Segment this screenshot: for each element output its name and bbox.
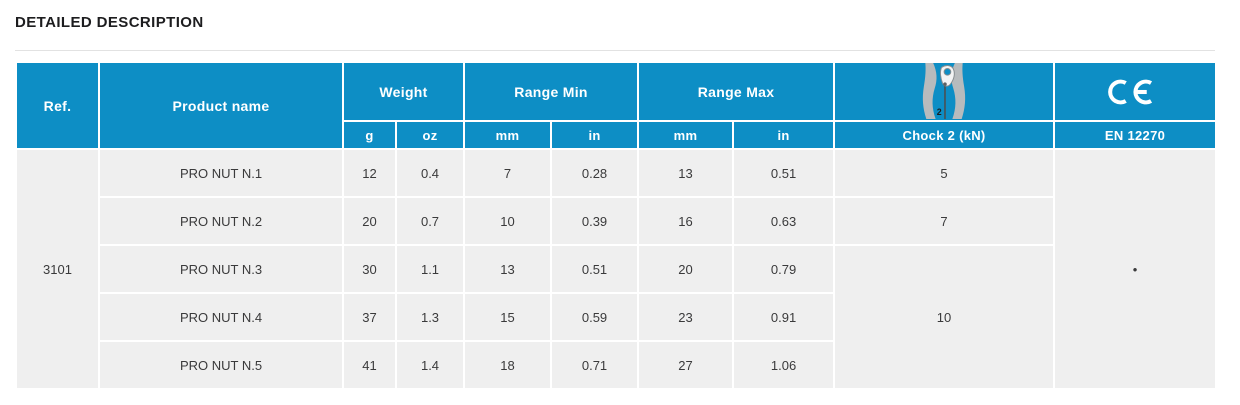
table-top-divider xyxy=(15,50,1215,51)
spec-table: Ref. Product name Weight Range Min Range… xyxy=(15,61,1218,390)
page-title: DETAILED DESCRIPTION xyxy=(15,14,204,31)
weight-g-cell: 20 xyxy=(342,196,397,246)
unit-min-in: in xyxy=(550,120,640,150)
weight-header: Weight xyxy=(341,61,466,122)
ref-header: Ref. xyxy=(15,61,100,150)
range-min-in-cell: 0.71 xyxy=(550,340,640,390)
weight-oz-cell: 1.4 xyxy=(394,340,466,390)
table-row: PRO NUT N.5 41 1.4 18 0.71 27 1.06 xyxy=(16,340,1216,390)
range-min-mm-cell: 7 xyxy=(463,148,553,198)
product-cell: PRO NUT N.5 xyxy=(98,340,344,390)
table-row: PRO NUT N.4 37 1.3 15 0.59 23 0.91 xyxy=(16,292,1216,342)
weight-g-cell: 30 xyxy=(342,244,397,294)
product-cell: PRO NUT N.3 xyxy=(98,244,344,294)
range-max-mm-cell: 16 xyxy=(637,196,735,246)
range-max-mm-cell: 23 xyxy=(637,292,735,342)
chock-value-cell: 10 xyxy=(833,244,1056,390)
table-row: PRO NUT N.2 20 0.7 10 0.39 16 0.63 7 xyxy=(16,196,1216,246)
product-cell: PRO NUT N.4 xyxy=(98,292,344,342)
unit-g: g xyxy=(342,120,397,150)
weight-oz-cell: 1.3 xyxy=(394,292,466,342)
range-min-in-cell: 0.59 xyxy=(550,292,640,342)
chock-2-icon: 2 xyxy=(835,63,1053,120)
standard-marker-cell: • xyxy=(1053,148,1218,390)
range-max-mm-cell: 20 xyxy=(637,244,735,294)
chock-value-cell: 5 xyxy=(833,148,1056,198)
range-max-in-cell: 0.91 xyxy=(732,292,836,342)
range-max-in-cell: 0.51 xyxy=(732,148,836,198)
product-name-header: Product name xyxy=(98,61,344,150)
range-min-in-cell: 0.39 xyxy=(550,196,640,246)
product-cell: PRO NUT N.1 xyxy=(98,148,344,198)
range-max-in-cell: 1.06 xyxy=(732,340,836,390)
ce-header xyxy=(1053,61,1218,122)
range-min-in-cell: 0.28 xyxy=(550,148,640,198)
weight-g-cell: 12 xyxy=(342,148,397,198)
table-row: PRO NUT N.3 30 1.1 13 0.51 20 0.79 10 xyxy=(16,244,1216,390)
page: DETAILED DESCRIPTION Ref. Product name W… xyxy=(15,14,1218,390)
range-max-mm-cell: 27 xyxy=(637,340,735,390)
ref-cell: 3101 xyxy=(15,148,100,390)
weight-g-cell: 41 xyxy=(342,340,397,390)
ce-mark-icon xyxy=(1055,77,1215,107)
unit-max-in: in xyxy=(732,120,836,150)
weight-oz-cell: 1.1 xyxy=(394,244,466,294)
range-min-mm-cell: 18 xyxy=(463,340,553,390)
unit-max-mm: mm xyxy=(637,120,735,150)
unit-min-mm: mm xyxy=(463,120,553,150)
chock-icon-header: 2 xyxy=(833,61,1056,122)
table-row: 3101 PRO NUT N.1 12 0.4 7 0.28 13 0.51 5… xyxy=(15,148,1218,390)
chock-label: Chock 2 (kN) xyxy=(833,120,1056,150)
range-max-mm-cell: 13 xyxy=(637,148,735,198)
chock-value-cell: 7 xyxy=(833,196,1056,246)
product-cell: PRO NUT N.2 xyxy=(98,196,344,246)
weight-oz-cell: 0.7 xyxy=(394,196,466,246)
range-min-header: Range Min xyxy=(463,61,640,122)
unit-oz: oz xyxy=(394,120,466,150)
range-min-in-cell: 0.51 xyxy=(550,244,640,294)
range-min-mm-cell: 15 xyxy=(463,292,553,342)
standard-label: EN 12270 xyxy=(1053,120,1218,150)
range-min-mm-cell: 10 xyxy=(463,196,553,246)
range-max-in-cell: 0.79 xyxy=(732,244,836,294)
range-min-mm-cell: 13 xyxy=(463,244,553,294)
weight-g-cell: 37 xyxy=(342,292,397,342)
range-max-header: Range Max xyxy=(637,61,836,122)
weight-oz-cell: 0.4 xyxy=(394,148,466,198)
chock-icon-number: 2 xyxy=(937,107,942,117)
range-max-in-cell: 0.63 xyxy=(732,196,836,246)
